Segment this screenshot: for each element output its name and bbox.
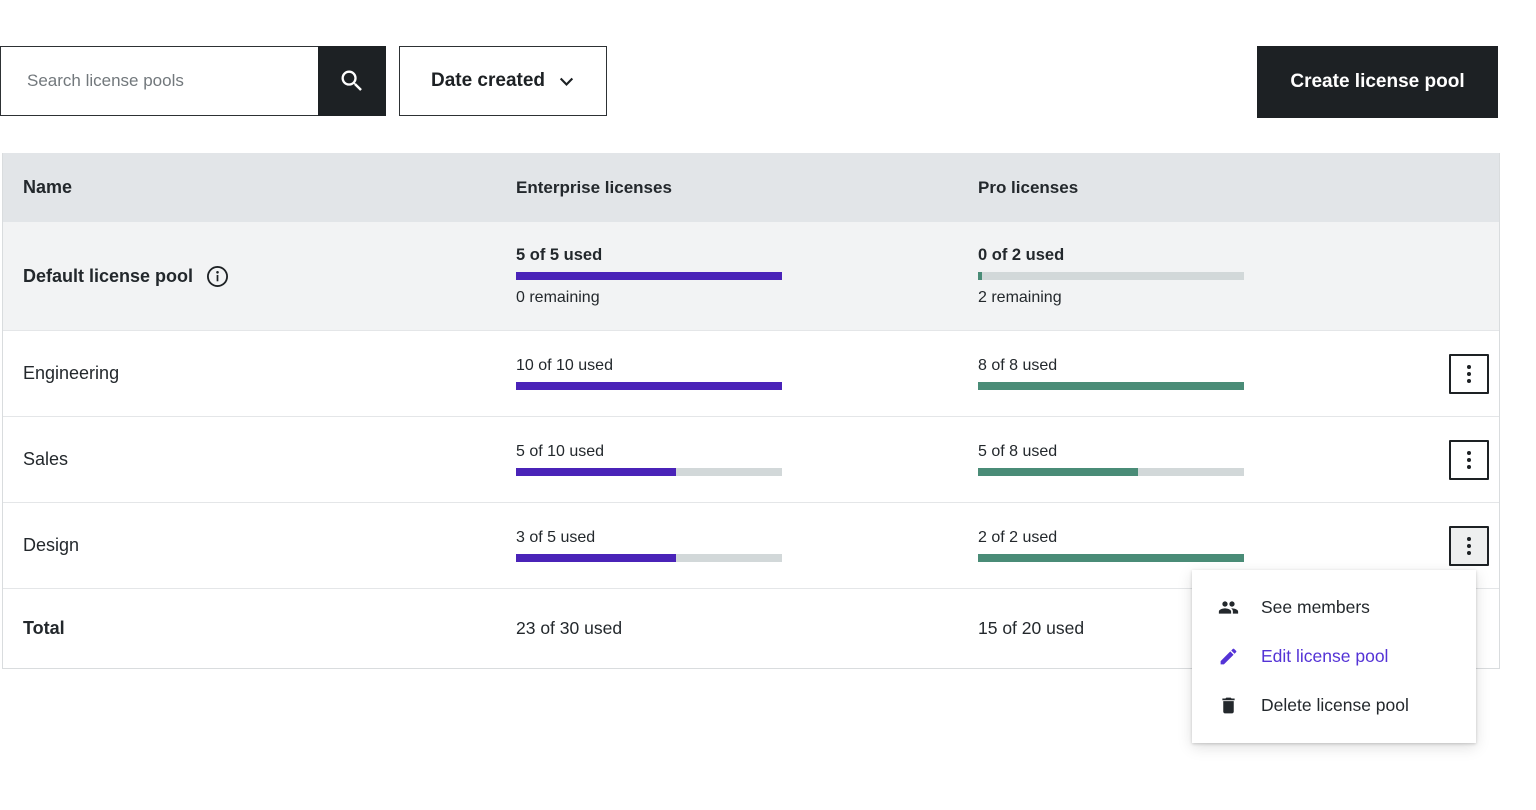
- kebab-icon: [1467, 457, 1471, 462]
- total-label: Total: [23, 618, 65, 638]
- kebab-icon: [1467, 543, 1471, 548]
- menu-item-label: Edit license pool: [1261, 646, 1389, 666]
- kebab-icon: [1467, 371, 1471, 376]
- progress-bar-fill: [516, 468, 676, 476]
- kebab-menu-button-open[interactable]: [1449, 525, 1489, 566]
- enterprise-licenses-cell: 5 of 5 used 0 remaining: [516, 246, 978, 307]
- column-header-name: Name: [23, 177, 73, 197]
- remaining-text: 2 remaining: [978, 288, 1062, 306]
- pro-progress-bar: [978, 271, 1244, 280]
- pool-name: Design: [23, 535, 80, 555]
- pool-name: Sales: [23, 449, 69, 469]
- remaining-text: 0 remaining: [516, 288, 600, 306]
- progress-bar-fill: [978, 271, 982, 280]
- pro-progress-bar: [978, 554, 1244, 562]
- total-enterprise-used: 23 of 30 used: [516, 618, 623, 638]
- search-button[interactable]: [318, 46, 386, 116]
- pro-licenses-cell: 8 of 8 used: [978, 357, 1439, 390]
- search-icon: [338, 67, 366, 95]
- table-row-default-license-pool: Default license pool 5 of 5 used 0 remai…: [3, 222, 1499, 330]
- enterprise-progress-bar: [516, 271, 782, 280]
- progress-bar-fill: [978, 468, 1138, 476]
- sort-dropdown-button[interactable]: Date created: [399, 46, 607, 116]
- license-usage-text: 2 of 2 used: [978, 529, 1058, 546]
- pro-progress-bar: [978, 468, 1244, 476]
- pro-licenses-cell: 2 of 2 used: [978, 529, 1439, 562]
- actions-cell: [1439, 439, 1499, 480]
- license-usage-text: 5 of 10 used: [516, 443, 605, 460]
- progress-bar-fill: [978, 382, 1244, 390]
- edit-icon: [1218, 646, 1239, 667]
- total-pro-used: 15 of 20 used: [978, 618, 1085, 638]
- column-header-pro: Pro licenses: [978, 177, 1079, 197]
- menu-item-label: Delete license pool: [1261, 695, 1409, 715]
- search-input[interactable]: [0, 46, 318, 116]
- kebab-menu-button[interactable]: [1449, 439, 1489, 480]
- pro-progress-bar: [978, 382, 1244, 390]
- total-label-cell: Total: [3, 618, 516, 639]
- kebab-menu-button[interactable]: [1449, 353, 1489, 394]
- menu-item-delete-license-pool[interactable]: Delete license pool: [1192, 681, 1476, 730]
- chevron-down-icon: [558, 73, 575, 90]
- column-header-enterprise: Enterprise licenses: [516, 177, 672, 197]
- progress-bar-fill: [516, 271, 782, 280]
- license-usage-text: 5 of 8 used: [978, 443, 1058, 460]
- enterprise-progress-bar: [516, 468, 782, 476]
- enterprise-progress-bar: [516, 554, 782, 562]
- enterprise-licenses-cell: 5 of 10 used: [516, 443, 978, 476]
- pool-name-cell: Design: [3, 535, 516, 556]
- menu-item-see-members[interactable]: See members: [1192, 583, 1476, 632]
- license-usage-text: 3 of 5 used: [516, 529, 596, 546]
- pool-name-cell: Sales: [3, 449, 516, 470]
- pool-name-cell: Default license pool: [3, 265, 516, 288]
- kebab-icon: [1467, 536, 1471, 541]
- kebab-icon: [1467, 364, 1471, 369]
- pro-licenses-cell: 5 of 8 used: [978, 443, 1439, 476]
- actions-cell: [1439, 353, 1499, 394]
- menu-item-label: See members: [1261, 597, 1370, 617]
- pool-name: Default license pool: [23, 265, 194, 286]
- search-group: [0, 46, 386, 116]
- license-usage-text: 8 of 8 used: [978, 357, 1058, 374]
- actions-cell: [1439, 525, 1499, 566]
- delete-icon: [1218, 695, 1239, 716]
- info-icon[interactable]: [206, 265, 229, 288]
- kebab-icon: [1467, 378, 1471, 383]
- license-usage-text: 0 of 2 used: [978, 245, 1065, 264]
- kebab-icon: [1467, 550, 1471, 555]
- create-license-pool-button[interactable]: Create license pool: [1257, 46, 1498, 118]
- enterprise-progress-bar: [516, 382, 782, 390]
- license-usage-text: 5 of 5 used: [516, 245, 603, 264]
- enterprise-licenses-cell: 3 of 5 used: [516, 529, 978, 562]
- table-header-row: Name Enterprise licenses Pro licenses: [3, 153, 1499, 222]
- license-usage-text: 10 of 10 used: [516, 357, 613, 374]
- enterprise-licenses-cell: 10 of 10 used: [516, 357, 978, 390]
- pool-name-cell: Engineering: [3, 363, 516, 384]
- progress-bar-fill: [978, 554, 1244, 562]
- menu-item-edit-license-pool[interactable]: Edit license pool: [1192, 632, 1476, 681]
- progress-bar-fill: [516, 382, 782, 390]
- pro-licenses-cell: 0 of 2 used 2 remaining: [978, 246, 1439, 307]
- sort-dropdown-label: Date created: [430, 70, 546, 91]
- kebab-icon: [1467, 450, 1471, 455]
- context-menu: See members Edit license pool Delete lic…: [1192, 570, 1476, 743]
- progress-bar-fill: [516, 554, 676, 562]
- kebab-icon: [1467, 464, 1471, 469]
- pool-name: Engineering: [23, 363, 120, 383]
- table-row-engineering: Engineering 10 of 10 used 8 of 8 used: [3, 330, 1499, 416]
- members-icon: [1218, 597, 1239, 618]
- table-row-sales: Sales 5 of 10 used 5 of 8 used: [3, 416, 1499, 502]
